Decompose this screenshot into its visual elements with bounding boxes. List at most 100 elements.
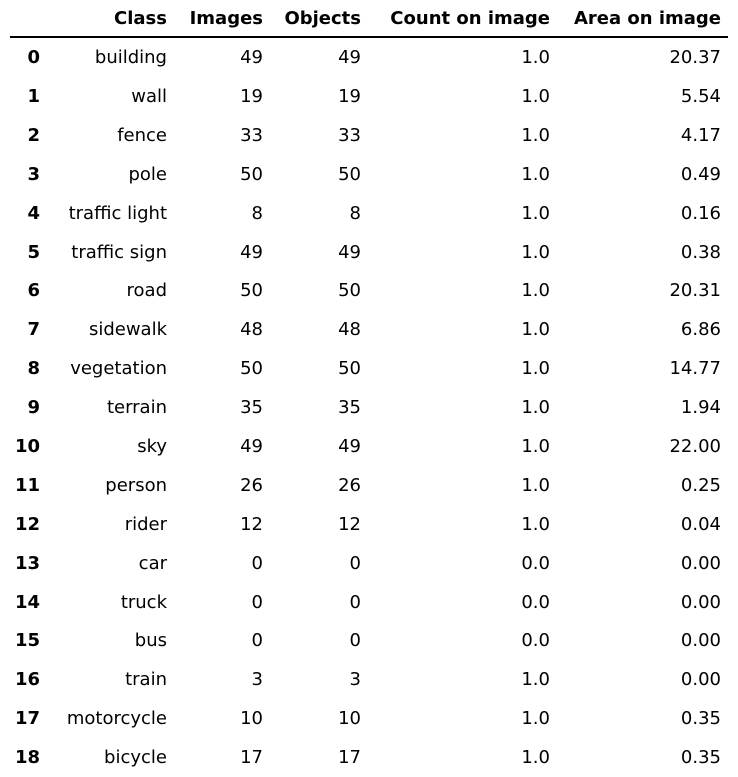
table-row: 5 traffic sign 49 49 1.0 0.38 — [10, 233, 728, 272]
cell-class: fence — [117, 124, 167, 146]
cell-images: 49 — [240, 435, 263, 457]
row-index: 8 — [27, 358, 40, 380]
cell-objects: 0 — [349, 630, 361, 652]
cell-count-on-image: 1.0 — [521, 708, 550, 730]
cell-area-on-image: 6.86 — [680, 319, 721, 341]
cell-count-on-image: 1.0 — [521, 358, 550, 380]
cell-objects: 50 — [338, 280, 361, 302]
table-row: 12 rider 12 12 1.0 0.04 — [10, 505, 728, 544]
cell-count-on-image: 1.0 — [521, 435, 550, 457]
cell-class: traffic sign — [71, 241, 167, 263]
table-row: 7 sidewalk 48 48 1.0 6.86 — [10, 310, 728, 349]
cell-count-on-image: 1.0 — [521, 280, 550, 302]
row-index: 5 — [27, 241, 40, 263]
cell-class: terrain — [106, 397, 167, 419]
header-index — [10, 0, 47, 38]
cell-class: person — [105, 474, 167, 496]
table-header: Class Images Objects Count on image Area… — [10, 0, 728, 38]
row-index: 0 — [27, 47, 40, 68]
cell-class: train — [125, 669, 167, 691]
cell-images: 0 — [251, 591, 263, 613]
row-index: 13 — [14, 552, 40, 574]
cell-area-on-image: 20.31 — [669, 280, 721, 302]
table-row: 2 fence 33 33 1.0 4.17 — [10, 116, 728, 155]
cell-objects: 3 — [349, 669, 361, 691]
cell-area-on-image: 0.00 — [680, 591, 721, 613]
cell-class: bicycle — [104, 747, 167, 769]
cell-area-on-image: 0.35 — [680, 708, 721, 730]
cell-objects: 10 — [338, 708, 361, 730]
cell-objects: 19 — [338, 85, 361, 107]
row-index: 10 — [14, 435, 40, 457]
cell-objects: 0 — [349, 591, 361, 613]
cell-class: sidewalk — [88, 319, 167, 341]
cell-area-on-image: 14.77 — [669, 358, 721, 380]
cell-count-on-image: 0.0 — [521, 630, 550, 652]
cell-count-on-image: 1.0 — [521, 163, 550, 185]
cell-class: pole — [128, 163, 167, 185]
header-count-on-image: Count on image — [368, 0, 557, 38]
cell-class: sky — [137, 435, 167, 457]
cell-count-on-image: 1.0 — [521, 241, 550, 263]
cell-area-on-image: 4.17 — [680, 124, 721, 146]
cell-objects: 33 — [338, 124, 361, 146]
row-index: 12 — [14, 513, 40, 535]
row-index: 17 — [14, 708, 40, 730]
cell-images: 8 — [251, 202, 263, 224]
table-row: 6 road 50 50 1.0 20.31 — [10, 271, 728, 310]
cell-images: 3 — [251, 669, 263, 691]
cell-images: 48 — [240, 319, 263, 341]
cell-class: building — [94, 47, 167, 68]
cell-class: vegetation — [70, 358, 167, 380]
cell-area-on-image: 0.00 — [680, 669, 721, 691]
cell-class: wall — [131, 85, 167, 107]
cell-images: 12 — [240, 513, 263, 535]
cell-area-on-image: 0.00 — [680, 630, 721, 652]
cell-images: 10 — [240, 708, 263, 730]
cell-images: 50 — [240, 163, 263, 185]
table-row: 9 terrain 35 35 1.0 1.94 — [10, 388, 728, 427]
cell-class: motorcycle — [66, 708, 167, 730]
table-row: 4 traffic light 8 8 1.0 0.16 — [10, 194, 728, 233]
cell-area-on-image: 0.16 — [680, 202, 721, 224]
cell-images: 26 — [240, 474, 263, 496]
cell-objects: 35 — [338, 397, 361, 419]
cell-images: 50 — [240, 280, 263, 302]
cell-class: truck — [120, 591, 167, 613]
cell-area-on-image: 0.49 — [680, 163, 721, 185]
cell-images: 17 — [240, 747, 263, 769]
cell-count-on-image: 1.0 — [521, 397, 550, 419]
cell-objects: 50 — [338, 163, 361, 185]
row-index: 4 — [27, 202, 40, 224]
cell-area-on-image: 20.37 — [669, 47, 721, 68]
cell-count-on-image: 1.0 — [521, 319, 550, 341]
row-index: 7 — [27, 319, 40, 341]
row-index: 11 — [14, 474, 40, 496]
cell-class: road — [126, 280, 167, 302]
row-index: 14 — [14, 591, 40, 613]
cell-area-on-image: 0.04 — [680, 513, 721, 535]
row-index: 6 — [27, 280, 40, 302]
row-index: 16 — [14, 669, 40, 691]
cell-images: 0 — [251, 630, 263, 652]
cell-images: 0 — [251, 552, 263, 574]
cell-count-on-image: 1.0 — [521, 474, 550, 496]
table-row: 11 person 26 26 1.0 0.25 — [10, 466, 728, 505]
table-row: 14 truck 0 0 0.0 0.00 — [10, 583, 728, 622]
cell-objects: 8 — [349, 202, 361, 224]
cell-area-on-image: 1.94 — [680, 397, 721, 419]
cell-class: car — [138, 552, 167, 574]
cell-objects: 49 — [338, 435, 361, 457]
cell-area-on-image: 0.25 — [680, 474, 721, 496]
cell-objects: 48 — [338, 319, 361, 341]
cell-images: 33 — [240, 124, 263, 146]
table-body: 0 building 49 49 1.0 20.37 1 wall 19 19 1.0 5.54 2 fe… — [10, 37, 728, 777]
cell-objects: 12 — [338, 513, 361, 535]
table-row: 3 pole 50 50 1.0 0.49 — [10, 155, 728, 194]
row-index: 15 — [14, 630, 40, 652]
cell-count-on-image: 1.0 — [521, 124, 550, 146]
cell-count-on-image: 0.0 — [521, 591, 550, 613]
cell-objects: 50 — [338, 358, 361, 380]
row-index: 1 — [27, 85, 40, 107]
cell-area-on-image: 0.38 — [680, 241, 721, 263]
